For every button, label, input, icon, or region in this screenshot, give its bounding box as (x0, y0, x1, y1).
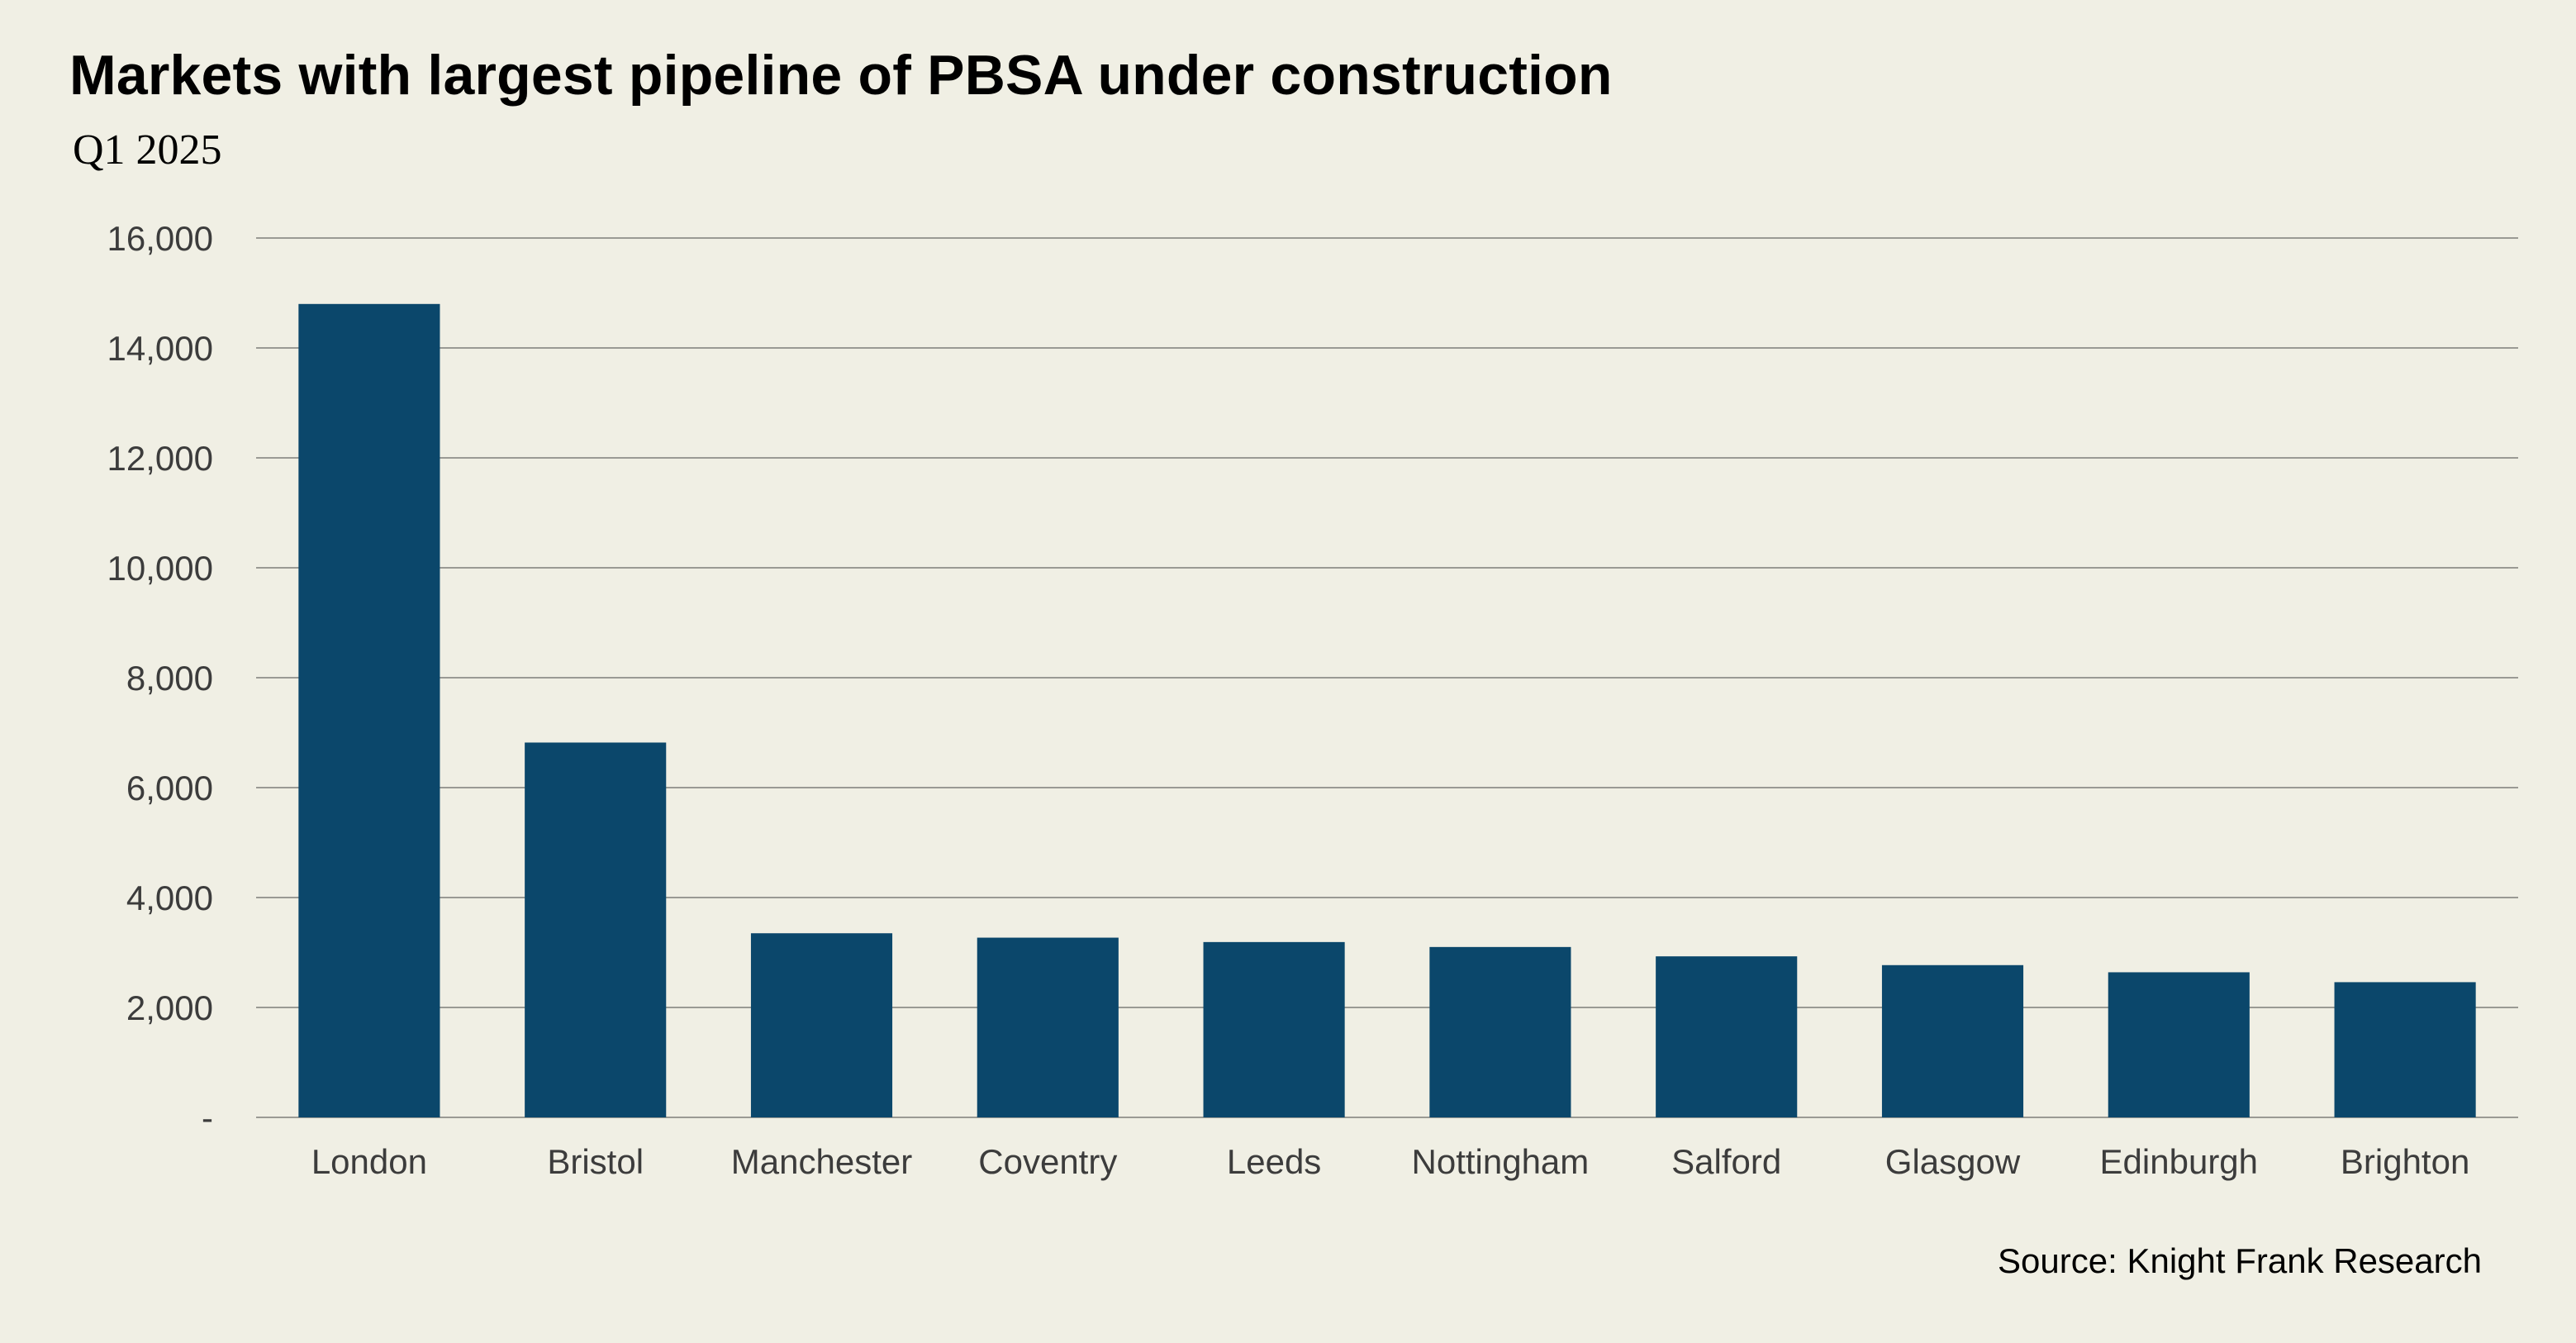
x-tick-label: Salford (1671, 1142, 1781, 1181)
x-tick-label: Nottingham (1412, 1142, 1590, 1181)
x-axis-tick-labels: London Bristol Manchester Coventry Leeds Nott… (311, 1142, 2469, 1181)
x-tick-label: Edinburgh (2100, 1142, 2258, 1181)
source-note: Source: Knight Frank Research (1998, 1241, 2482, 1280)
chart-subtitle: Q1 2025 (73, 126, 222, 174)
x-tick-label: London (311, 1142, 427, 1181)
bar-nottingham (1429, 946, 1571, 1117)
grid-lines (256, 237, 2518, 1118)
bar-bristol (525, 742, 667, 1117)
y-tick-label: - (202, 1098, 213, 1137)
y-tick-label: 16,000 (107, 219, 213, 258)
bar-coventry (977, 937, 1119, 1117)
bars (298, 303, 2476, 1117)
y-tick-label: 4,000 (126, 879, 213, 917)
y-tick-label: 12,000 (107, 439, 213, 478)
x-tick-label: Glasgow (1885, 1142, 2021, 1181)
chart-title: Markets with largest pipeline of PBSA un… (69, 44, 1613, 107)
x-tick-label: Brighton (2341, 1142, 2469, 1181)
y-tick-label: 2,000 (126, 988, 213, 1027)
bar-brighton (2334, 982, 2476, 1117)
y-axis-tick-labels: - 2,000 4,000 6,000 8,000 10,000 12,000 14,000 1… (107, 219, 213, 1137)
bar-salford (1656, 956, 1798, 1117)
bar-edinburgh (2108, 972, 2250, 1117)
bar-leeds (1203, 941, 1345, 1117)
x-tick-label: Leeds (1227, 1142, 1321, 1181)
x-tick-label: Manchester (731, 1142, 912, 1181)
y-tick-label: 6,000 (126, 769, 213, 807)
y-tick-label: 8,000 (126, 659, 213, 698)
bar-london (298, 303, 440, 1117)
y-tick-label: 10,000 (107, 549, 213, 588)
y-tick-label: 14,000 (107, 329, 213, 368)
x-tick-label: Bristol (547, 1142, 644, 1181)
bar-manchester (750, 933, 893, 1117)
bar-glasgow (1881, 964, 2024, 1117)
x-tick-label: Coventry (978, 1142, 1117, 1181)
